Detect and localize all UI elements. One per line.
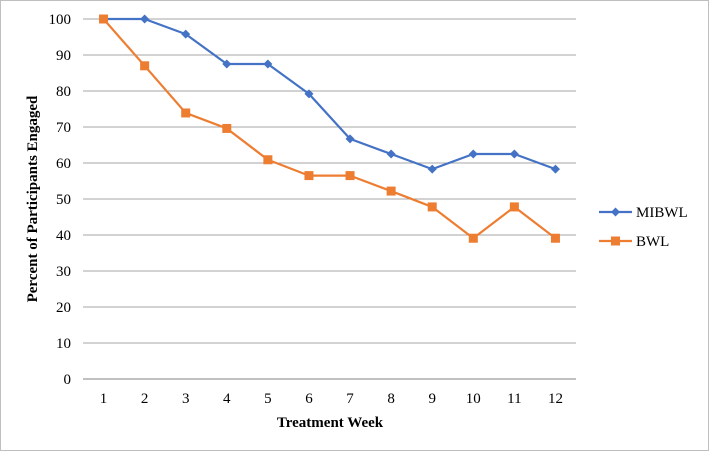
x-tick-label: 7 (346, 391, 354, 407)
y-tick-label: 100 (49, 12, 72, 28)
y-tick-label: 60 (56, 156, 71, 172)
y-axis-title: Percent of Participants Engaged (25, 95, 41, 302)
series-line-bwl (102, 18, 557, 240)
data-point-bwl (304, 171, 314, 181)
data-point-mibwl (386, 149, 396, 159)
x-tick-labels: 1 2 3 4 5 6 7 8 9 10 11 12 (100, 391, 563, 407)
y-tick-label: 40 (56, 228, 71, 244)
x-tick-label: 1 (100, 391, 108, 407)
data-point-mibwl (181, 29, 191, 39)
series-bwl (99, 14, 560, 243)
legend: MIBWL BWL (599, 205, 688, 250)
data-point-mibwl (427, 164, 437, 174)
y-tick-label: 70 (56, 120, 71, 136)
x-axis-title: Treatment Week (277, 415, 384, 431)
legend-marker-bwl (611, 236, 620, 246)
legend-item-bwl: BWL (599, 234, 669, 250)
data-point-bwl (140, 61, 150, 71)
y-tick-labels: 0 10 20 30 40 50 60 70 80 90 100 (49, 12, 72, 388)
y-tick-label: 20 (56, 300, 71, 316)
data-point-mibwl (345, 134, 355, 144)
data-point-mibwl (468, 149, 478, 159)
data-point-bwl (386, 186, 396, 196)
data-point-bwl (468, 233, 478, 243)
x-tick-label: 2 (141, 391, 149, 407)
data-point-bwl (509, 202, 519, 212)
legend-label-bwl: BWL (636, 234, 669, 250)
legend-item-mibwl: MIBWL (599, 205, 688, 221)
y-tick-label: 50 (56, 192, 71, 208)
data-point-bwl (427, 202, 437, 212)
gridlines (83, 18, 576, 344)
data-point-bwl (263, 155, 273, 165)
data-point-mibwl (509, 149, 519, 159)
data-point-bwl (222, 123, 232, 133)
data-point-bwl (99, 14, 109, 24)
series (99, 14, 560, 243)
x-tick-label: 4 (223, 391, 231, 407)
legend-marker-mibwl (611, 207, 620, 217)
x-tick-label: 10 (466, 391, 481, 407)
data-point-bwl (345, 171, 355, 181)
y-tick-label: 10 (56, 336, 71, 352)
series-line-mibwl (103, 17, 556, 171)
data-point-bwl (550, 233, 560, 243)
x-tick-label: 8 (387, 391, 395, 407)
data-point-mibwl (550, 164, 560, 174)
x-tick-label: 11 (507, 391, 521, 407)
y-tick-label: 90 (56, 48, 71, 64)
legend-label-mibwl: MIBWL (636, 205, 688, 221)
x-tick-label: 5 (264, 391, 272, 407)
y-tick-label: 30 (56, 264, 71, 280)
x-tick-label: 3 (182, 391, 190, 407)
data-point-mibwl (140, 14, 150, 24)
x-tick-label: 6 (305, 391, 313, 407)
y-tick-label: 80 (56, 84, 71, 100)
data-point-mibwl (222, 59, 232, 69)
data-point-mibwl (263, 59, 273, 69)
y-tick-label: 0 (64, 372, 72, 388)
data-point-mibwl (304, 89, 314, 99)
x-tick-label: 9 (428, 391, 436, 407)
data-point-bwl (181, 108, 191, 118)
x-tick-label: 12 (548, 391, 563, 407)
